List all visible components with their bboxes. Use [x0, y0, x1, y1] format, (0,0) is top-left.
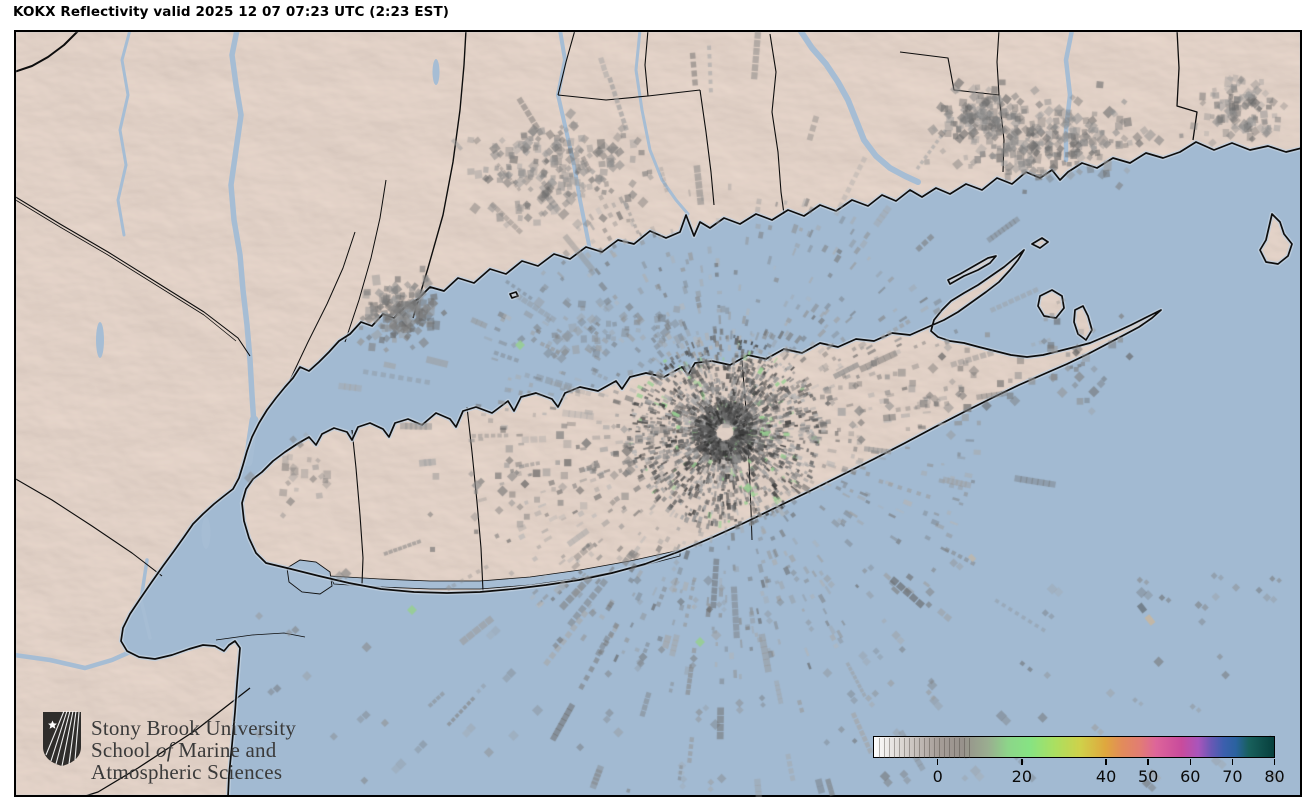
colorbar-tick-label: 50 — [1137, 767, 1159, 786]
colorbar-tick — [1105, 759, 1107, 765]
colorbar-tick-label: 70 — [1222, 767, 1243, 786]
colorbar-tick — [1147, 759, 1149, 765]
colorbar-tick — [1021, 759, 1023, 765]
logo-line2: School of Marine and — [91, 738, 277, 762]
colorbar-tick-label: 20 — [1011, 767, 1033, 786]
colorbar-tick-label: 40 — [1095, 767, 1117, 786]
colorbar-tick-label: 80 — [1264, 767, 1285, 786]
radar-map: Stony Brook University School of Marine a… — [14, 30, 1302, 797]
reflectivity-colorbar: 0 20 40 50 60 70 80 — [873, 736, 1285, 798]
colorbar-gradient — [873, 736, 1275, 758]
colorbar-tick-label: 60 — [1180, 767, 1201, 786]
logo-line3: Atmospheric Sciences — [91, 760, 283, 784]
colorbar-tick — [936, 759, 939, 765]
radar-echo-layer — [14, 30, 1302, 797]
colorbar-tick — [1189, 759, 1192, 765]
page-title: KOKX Reflectivity valid 2025 12 07 07:23… — [13, 4, 450, 20]
sbu-logo: Stony Brook University School of Marine a… — [42, 711, 296, 783]
sbu-shield-icon — [43, 711, 81, 767]
colorbar-tick — [1273, 759, 1276, 765]
colorbar-tick-label: 0 — [932, 767, 943, 786]
logo-line1: Stony Brook University — [91, 716, 297, 740]
colorbar-tick — [1231, 759, 1234, 765]
sbu-logo-text: Stony Brook University School of Marine a… — [91, 711, 296, 783]
colorbar-step-lines — [874, 737, 971, 758]
